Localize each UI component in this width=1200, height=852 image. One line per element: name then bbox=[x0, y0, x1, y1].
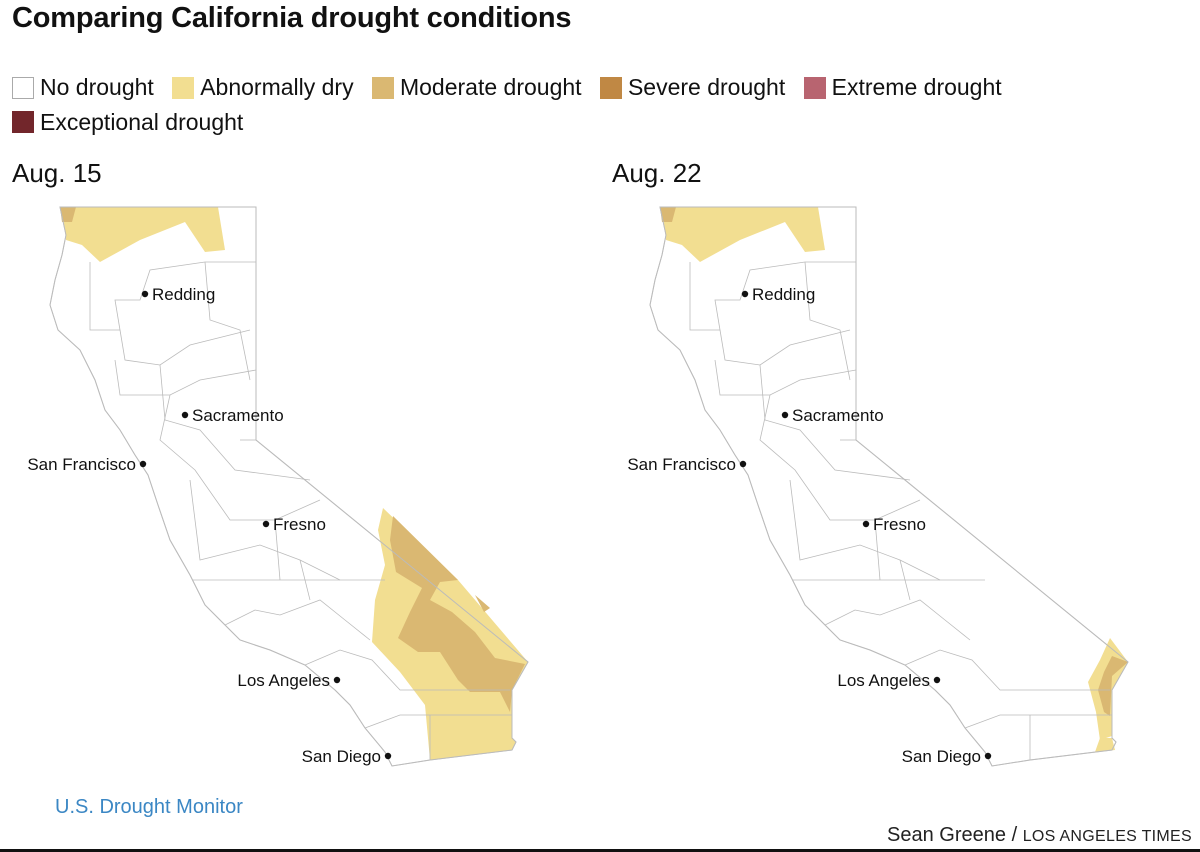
city-dot bbox=[141, 290, 149, 298]
legend-swatch bbox=[12, 76, 34, 99]
drought-area bbox=[662, 207, 825, 262]
city-label: Fresno bbox=[273, 515, 326, 534]
credit: Sean Greene / LOS ANGELES TIMES bbox=[887, 824, 1192, 847]
city-label: San Diego bbox=[302, 747, 381, 766]
bottom-rule bbox=[0, 849, 1200, 852]
county-boundary bbox=[274, 519, 281, 581]
city-label: Redding bbox=[152, 285, 215, 304]
legend-label: Severe drought bbox=[627, 74, 786, 100]
city-dot bbox=[262, 520, 270, 528]
legend-label: Moderate drought bbox=[399, 74, 582, 100]
county-boundary bbox=[304, 649, 510, 691]
legend-item-moderate: Moderate drought bbox=[371, 72, 582, 103]
county-boundary bbox=[874, 519, 881, 581]
legend-label: Abnormally dry bbox=[200, 74, 354, 100]
chart-title: Comparing California drought conditions bbox=[12, 2, 572, 34]
drought-area bbox=[1095, 738, 1115, 752]
map-date-right: Aug. 22 bbox=[612, 158, 702, 188]
state-border bbox=[49, 206, 529, 767]
legend-swatch bbox=[599, 76, 622, 99]
county-boundary bbox=[904, 649, 1110, 691]
credit-separator: / bbox=[1011, 824, 1018, 846]
city-dot bbox=[333, 676, 341, 684]
county-boundary bbox=[789, 479, 941, 581]
city-label: Fresno bbox=[873, 515, 926, 534]
county-boundary bbox=[759, 394, 921, 521]
city-dot bbox=[139, 460, 147, 468]
city-label: Los Angeles bbox=[837, 671, 930, 690]
city-label: Redding bbox=[752, 285, 815, 304]
city-label: Sacramento bbox=[192, 406, 284, 425]
county-boundary bbox=[364, 714, 512, 729]
city-label: Sacramento bbox=[792, 406, 884, 425]
city-dot bbox=[384, 752, 392, 760]
city-dot bbox=[984, 752, 992, 760]
city-dot bbox=[781, 411, 789, 419]
legend-swatch bbox=[12, 111, 34, 133]
legend-item-abnormally-dry: Abnormally dry bbox=[172, 72, 354, 103]
county-boundary bbox=[159, 364, 311, 481]
drought-area bbox=[475, 595, 490, 612]
county-boundary bbox=[899, 559, 911, 601]
county-boundary bbox=[204, 261, 251, 381]
county-boundary bbox=[89, 261, 256, 331]
city-dot bbox=[741, 290, 749, 298]
map-date-left: Aug. 15 bbox=[12, 158, 102, 188]
county-boundary bbox=[759, 364, 911, 481]
map-aug-15: Redding Sacramento San Francisco Fresno Los … bbox=[27, 206, 529, 767]
city-label: San Francisco bbox=[627, 455, 736, 474]
map-aug-22: Redding Sacramento San Francisco Fresno Los … bbox=[627, 206, 1129, 767]
legend-item-severe: Severe drought bbox=[599, 72, 786, 103]
drought-area bbox=[390, 516, 525, 712]
legend-swatch bbox=[172, 76, 195, 99]
county-boundary bbox=[689, 261, 856, 331]
county-boundary bbox=[299, 559, 311, 601]
legend-item-extreme: Extreme drought bbox=[803, 72, 1002, 103]
credit-org: LOS ANGELES TIMES bbox=[1022, 828, 1192, 845]
legend-label: Extreme drought bbox=[831, 74, 1002, 100]
legend-item-exceptional: Exceptional drought bbox=[12, 107, 243, 138]
county-boundary bbox=[159, 394, 321, 521]
county-boundary bbox=[224, 599, 371, 641]
city-label: San Francisco bbox=[27, 455, 136, 474]
drought-area bbox=[60, 207, 76, 222]
city-dot bbox=[933, 676, 941, 684]
city-label: San Diego bbox=[902, 747, 981, 766]
county-boundary bbox=[189, 479, 341, 581]
legend: No drought Abnormally dry Moderate droug… bbox=[12, 72, 1192, 141]
county-boundary bbox=[824, 599, 971, 641]
county-boundary bbox=[804, 261, 851, 381]
county-boundary bbox=[964, 714, 1112, 729]
drought-area bbox=[660, 207, 676, 222]
legend-label: No drought bbox=[40, 74, 154, 100]
city-dot bbox=[739, 460, 747, 468]
credit-author: Sean Greene bbox=[887, 824, 1006, 846]
legend-swatch bbox=[803, 76, 826, 99]
city-dot bbox=[862, 520, 870, 528]
city-dot bbox=[181, 411, 189, 419]
city-label: Los Angeles bbox=[237, 671, 330, 690]
drought-area bbox=[1098, 656, 1128, 716]
legend-item-no-drought: No drought bbox=[12, 72, 154, 103]
source-link[interactable]: U.S. Drought Monitor bbox=[55, 796, 243, 818]
state-border bbox=[649, 206, 1129, 767]
drought-area bbox=[62, 207, 225, 262]
legend-label: Exceptional drought bbox=[40, 108, 244, 135]
legend-swatch bbox=[371, 76, 394, 99]
